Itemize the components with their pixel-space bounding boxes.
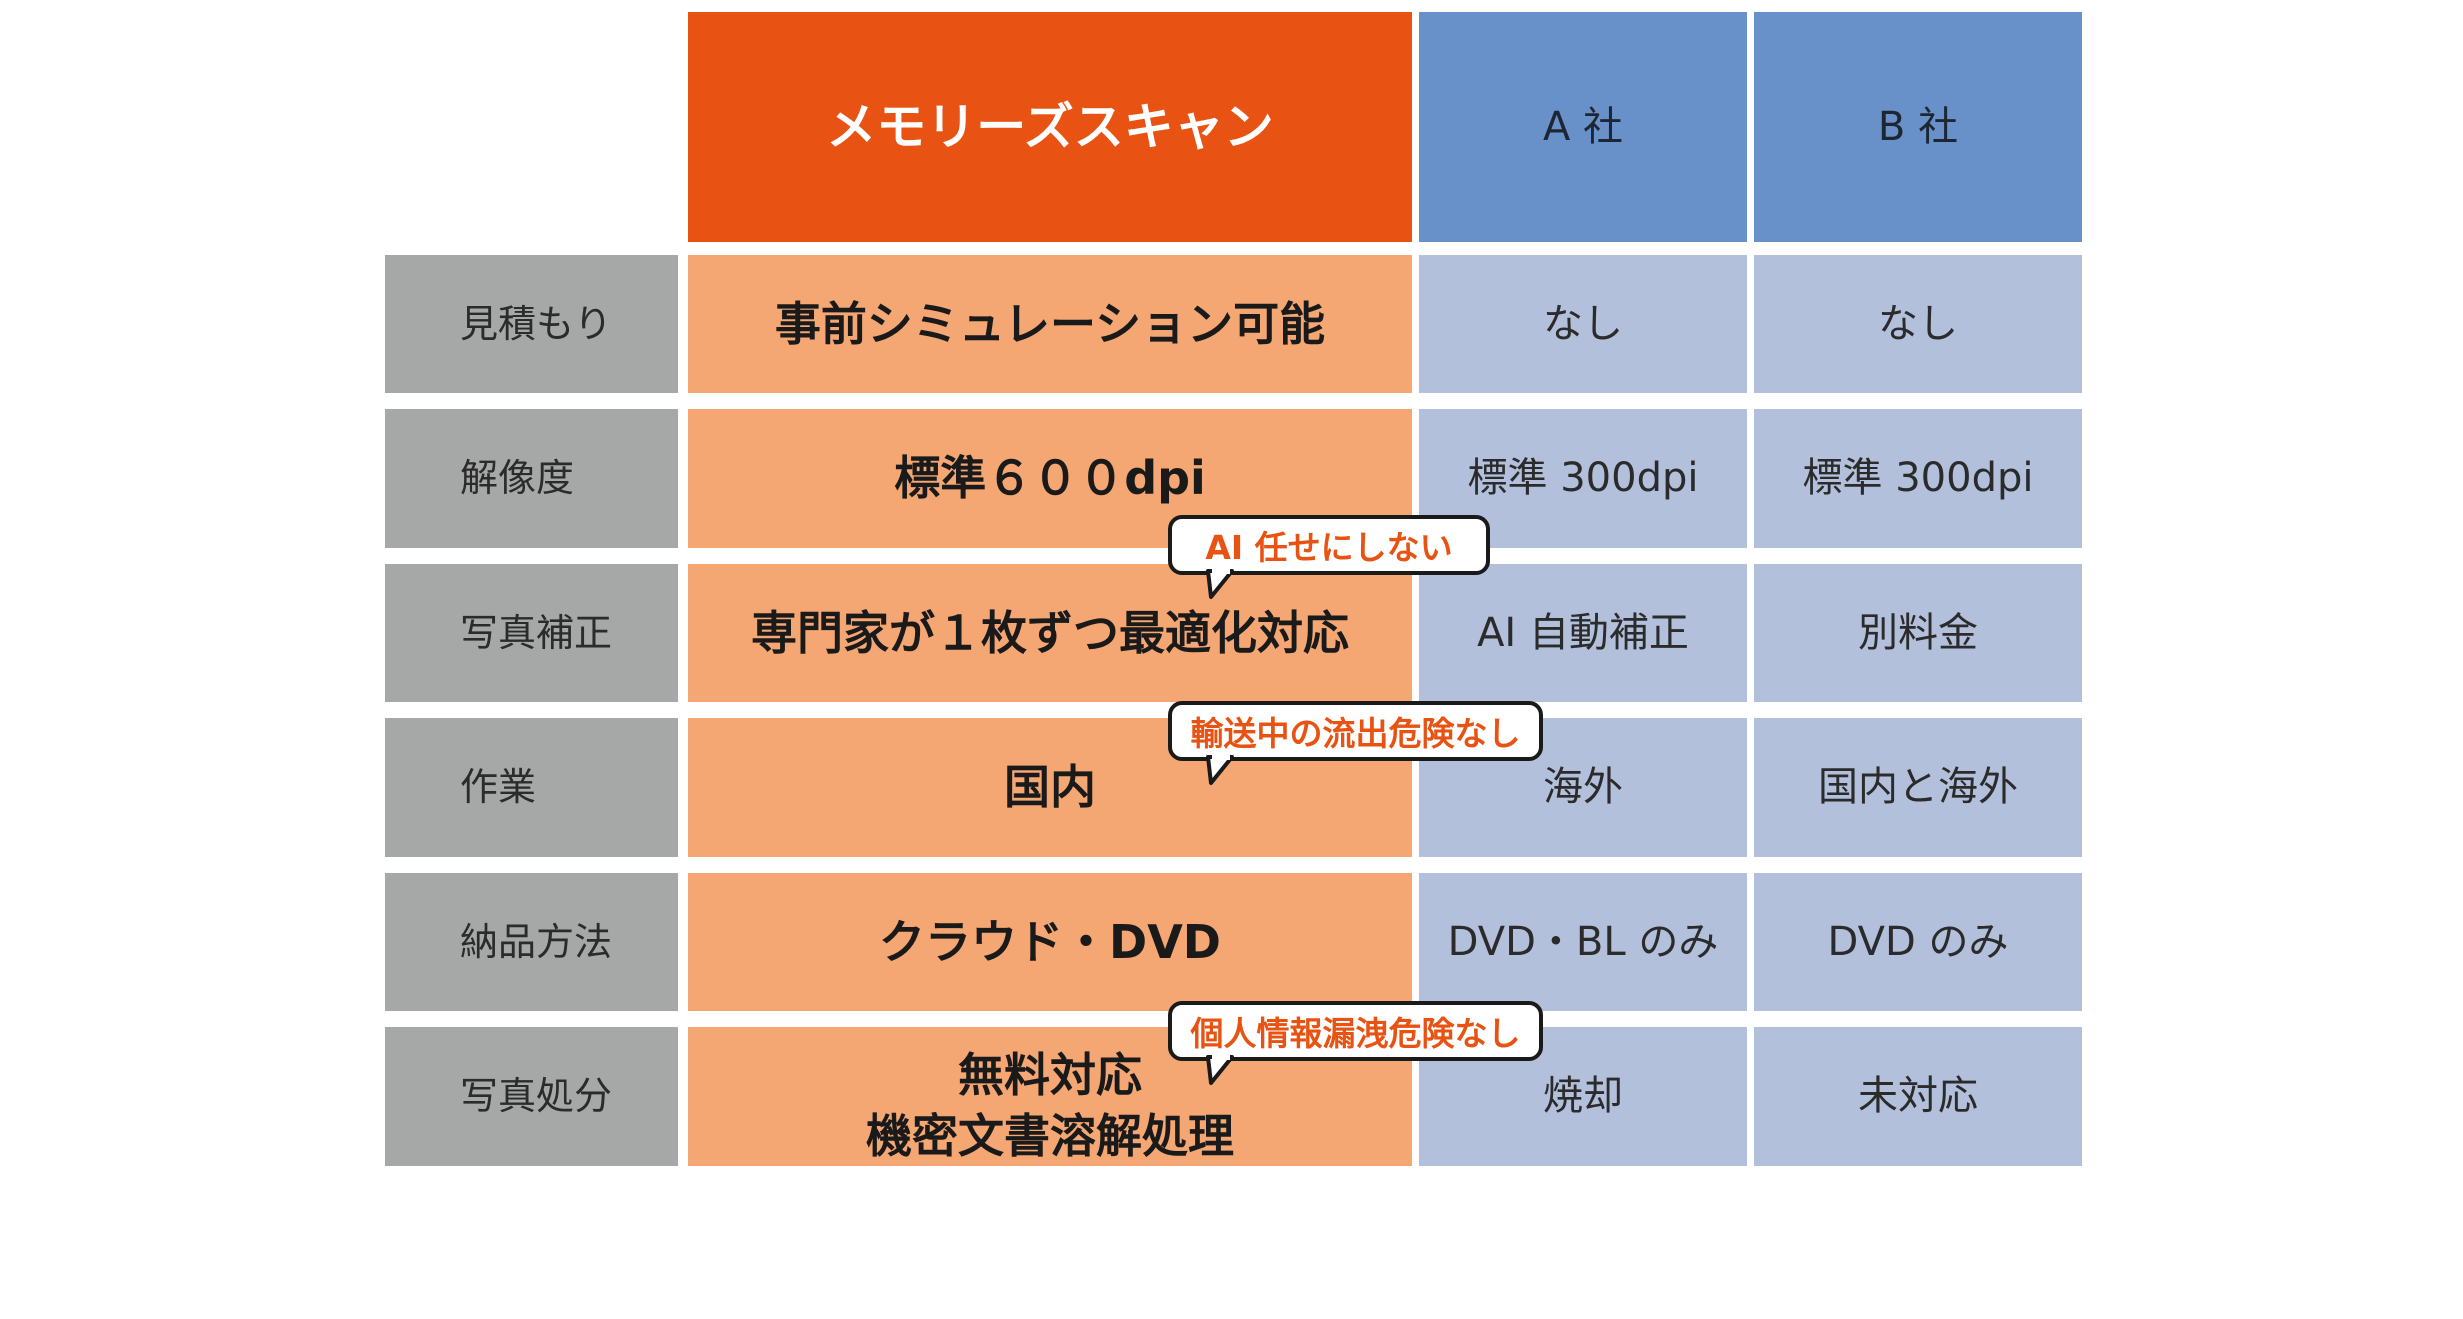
callout-domestic-tail bbox=[1206, 753, 1234, 785]
callout-ai: AI 任せにしない bbox=[1168, 515, 1490, 575]
header-memories-scan: メモリーズスキャン bbox=[688, 12, 1412, 242]
company-a-estimate: なし bbox=[1419, 255, 1747, 393]
callout-domestic: 輸送中の流出危険なし bbox=[1168, 701, 1543, 761]
header-company-b: B 社 bbox=[1754, 12, 2082, 242]
company-a-delivery: DVD・BL のみ bbox=[1419, 873, 1747, 1011]
memories-disposal-line-2: 機密文書溶解処理 bbox=[866, 1108, 1234, 1163]
memories-work: 国内 bbox=[688, 718, 1412, 857]
memories-resolution: 標準６００dpi bbox=[688, 409, 1412, 548]
company-b-estimate: なし bbox=[1754, 255, 2082, 393]
row-label-photo-correction: 写真補正 bbox=[385, 564, 678, 702]
company-a-photo-correction: AI 自動補正 bbox=[1419, 564, 1747, 702]
callout-ai-tail bbox=[1206, 567, 1234, 599]
header-company-a: A 社 bbox=[1419, 12, 1747, 242]
memories-disposal-line-1: 無料対応 bbox=[958, 1047, 1142, 1102]
row-label-photo-disposal: 写真処分 bbox=[385, 1027, 678, 1166]
row-label-work: 作業 bbox=[385, 718, 678, 857]
memories-estimate: 事前シミュレーション可能 bbox=[688, 255, 1412, 393]
company-b-work: 国内と海外 bbox=[1754, 718, 2082, 857]
memories-delivery: クラウド・DVD bbox=[688, 873, 1412, 1011]
company-b-resolution: 標準 300dpi bbox=[1754, 409, 2082, 548]
company-b-photo-correction: 別料金 bbox=[1754, 564, 2082, 702]
row-label-delivery: 納品方法 bbox=[385, 873, 678, 1011]
company-b-photo-disposal: 未対応 bbox=[1754, 1027, 2082, 1166]
callout-privacy-tail bbox=[1206, 1053, 1234, 1085]
row-label-estimate: 見積もり bbox=[385, 255, 678, 393]
memories-photo-correction: 専門家が１枚ずつ最適化対応 bbox=[688, 564, 1412, 702]
row-label-resolution: 解像度 bbox=[385, 409, 678, 548]
callout-privacy: 個人情報漏洩危険なし bbox=[1168, 1001, 1543, 1061]
company-b-delivery: DVD のみ bbox=[1754, 873, 2082, 1011]
